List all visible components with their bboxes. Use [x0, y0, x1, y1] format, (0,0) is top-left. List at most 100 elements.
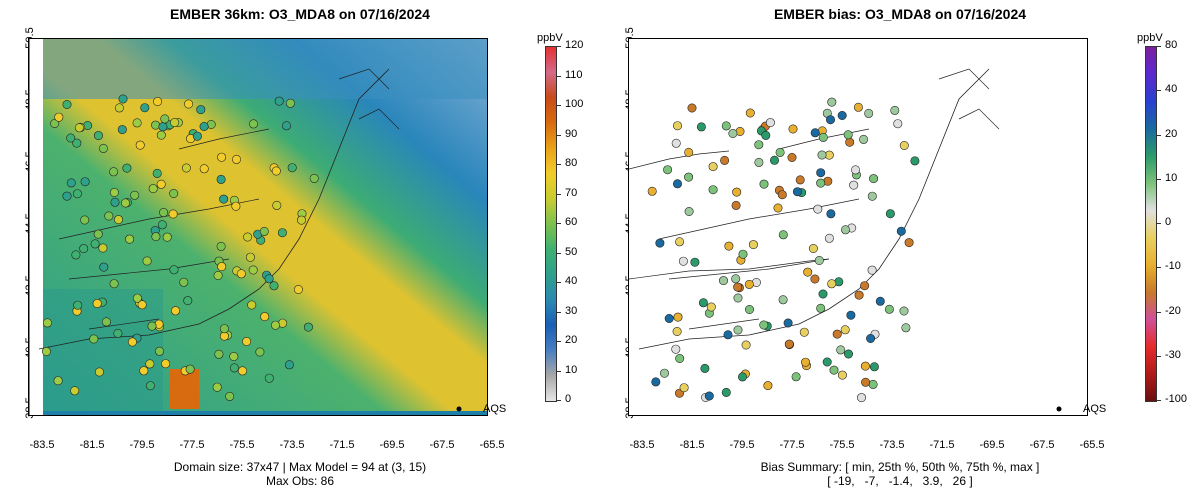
colorbar-tick-mark	[1157, 223, 1161, 224]
aqs-site-marker	[135, 140, 145, 150]
aqs-site-marker	[733, 325, 743, 335]
bias-panel: EMBER bias: O3_MDA8 on 07/16/2024 50.5 4…	[600, 0, 1200, 502]
aqs-site-marker	[155, 346, 165, 356]
aqs-site-marker	[71, 250, 81, 260]
x-tick: -65.5	[1079, 439, 1105, 451]
aqs-site-marker	[260, 312, 270, 322]
aqs-site-marker	[844, 349, 854, 359]
aqs-site-marker	[94, 367, 104, 377]
aqs-site-marker	[684, 207, 694, 217]
colorbar-tick-label: 80	[565, 157, 578, 169]
bias-map[interactable]	[628, 38, 1088, 416]
x-tick: -81.5	[79, 439, 105, 451]
bias-map-canvas	[629, 68, 1062, 412]
aqs-site-marker	[759, 320, 769, 330]
aqs-site-marker	[93, 229, 103, 239]
aqs-site-marker	[791, 372, 801, 382]
aqs-site-marker	[867, 191, 877, 201]
aqs-site-marker	[814, 256, 824, 266]
x-tick: -67.5	[1029, 439, 1055, 451]
aqs-site-marker	[271, 166, 281, 176]
aqs-site-marker	[132, 293, 142, 303]
aqs-site-marker	[890, 105, 900, 115]
aqs-site-marker	[808, 244, 818, 254]
aqs-site-marker	[754, 157, 764, 167]
aqs-site-marker	[42, 318, 52, 328]
aqs-site-marker	[303, 322, 313, 332]
aqs-site-marker	[309, 173, 319, 183]
aqs-sites	[41, 94, 319, 401]
aqs-site-marker	[846, 310, 856, 320]
aqs-site-marker	[795, 175, 805, 185]
colorbar-tick-mark	[557, 282, 561, 283]
legend-label: AQS	[483, 403, 507, 415]
colorbar-tick-mark	[557, 164, 561, 165]
x-tick: -81.5	[679, 439, 705, 451]
legend-aqs-dot	[456, 406, 462, 412]
x-tick: -71.5	[329, 439, 355, 451]
aqs-site-marker	[274, 96, 284, 106]
colorbar-tick-mark	[1157, 46, 1161, 47]
aqs-site-marker	[724, 241, 734, 251]
model-map[interactable]	[28, 38, 488, 416]
colorbar-tick-label: 30	[565, 304, 578, 317]
aqs-site-marker	[708, 162, 718, 172]
aqs-site-marker	[741, 340, 751, 350]
aqs-site-marker	[867, 265, 877, 275]
aqs-site-marker	[66, 178, 76, 188]
state-borders	[658, 128, 870, 330]
aqs-site-marker	[157, 220, 167, 230]
aqs-site-marker	[162, 232, 172, 242]
aqs-site-marker	[704, 391, 714, 401]
state-borders	[58, 128, 270, 330]
aqs-site-marker	[214, 349, 224, 359]
aqs-site-marker	[778, 230, 788, 240]
aqs-site-marker	[41, 346, 51, 356]
colorbar-tick-label: -20	[1165, 304, 1181, 317]
colorbar-tick-label: 0	[1165, 216, 1172, 228]
model-max-region	[169, 369, 199, 409]
aqs-site-marker	[859, 134, 869, 144]
aqs-site-marker	[159, 208, 169, 218]
aqs-site-marker	[684, 172, 694, 182]
aqs-site-marker	[841, 225, 851, 235]
aqs-site-marker	[259, 226, 269, 236]
aqs-site-marker	[854, 290, 864, 300]
aqs-site-marker	[161, 359, 171, 369]
aqs-site-marker	[90, 239, 100, 249]
aqs-site-marker	[810, 274, 820, 284]
aqs-site-marker	[185, 364, 195, 374]
aqs-site-marker	[748, 240, 758, 250]
aqs-site-marker	[696, 122, 706, 132]
aqs-site-marker	[659, 368, 669, 378]
aqs-site-marker	[770, 155, 780, 165]
aqs-site-marker	[145, 359, 155, 369]
x-tick: -65.5	[479, 439, 505, 451]
colorbar-tick-mark	[557, 400, 561, 401]
aqs-site-marker	[73, 300, 83, 310]
coastline	[638, 68, 990, 350]
aqs-site-marker	[158, 122, 168, 132]
aqs-site-marker	[242, 336, 252, 346]
aqs-site-marker	[868, 379, 878, 389]
aqs-site-marker	[255, 347, 265, 357]
aqs-site-marker	[845, 137, 855, 147]
aqs-site-marker	[282, 121, 292, 131]
aqs-site-marker	[50, 119, 60, 129]
aqs-site-marker	[744, 279, 754, 289]
x-tick: -77.5	[779, 439, 805, 451]
aqs-site-marker	[765, 118, 775, 128]
aqs-site-marker	[861, 377, 871, 387]
aqs-site-marker	[169, 265, 179, 275]
aqs-site-marker	[783, 318, 793, 328]
aqs-site-marker	[213, 271, 223, 281]
aqs-site-marker	[121, 198, 131, 208]
aqs-site-marker	[109, 167, 119, 177]
model-panel: EMBER 36km: O3_MDA8 on 07/16/2024 50.5 4…	[24, 6, 583, 488]
aqs-site-marker	[738, 372, 748, 382]
aqs-site-marker	[690, 257, 700, 267]
aqs-site-marker	[698, 298, 708, 308]
aqs-site-marker	[264, 373, 274, 383]
aqs-site-marker	[74, 123, 84, 133]
colorbar-tick-label: 20	[565, 334, 578, 346]
